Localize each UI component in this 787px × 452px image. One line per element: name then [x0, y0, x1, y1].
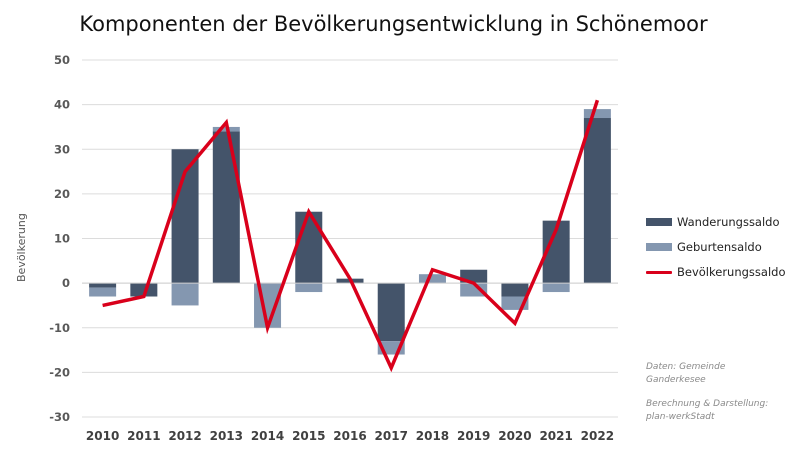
bar-geburtensaldo	[171, 283, 199, 306]
x-tick-label: 2021	[539, 429, 572, 443]
y-tick-label: -30	[49, 410, 70, 424]
legend-item-bevoelkerungssaldo: Bevölkerungssaldo	[646, 264, 786, 280]
legend: Wanderungssaldo Geburtensaldo Bevölkerun…	[646, 214, 786, 289]
bar-geburtensaldo	[583, 109, 611, 119]
bar-wanderungssaldo	[295, 211, 323, 284]
y-tick-label: 10	[54, 232, 70, 246]
y-tick-label: 40	[54, 98, 70, 112]
x-tick-label: 2020	[498, 429, 531, 443]
bar-geburtensaldo	[295, 283, 323, 293]
bar-wanderungssaldo	[583, 118, 611, 284]
x-tick-label: 2011	[127, 429, 160, 443]
bar-wanderungssaldo	[212, 131, 240, 284]
legend-item-geburtensaldo: Geburtensaldo	[646, 239, 786, 255]
y-tick-label: 0	[62, 276, 70, 290]
bar-geburtensaldo	[89, 287, 117, 297]
bar-geburtensaldo	[418, 274, 446, 284]
x-tick-label: 2012	[168, 429, 201, 443]
x-tick-label: 2022	[581, 429, 614, 443]
y-tick-label: 50	[54, 53, 70, 67]
x-tick-label: 2010	[86, 429, 119, 443]
x-tick-label: 2013	[210, 429, 243, 443]
bar-geburtensaldo	[460, 283, 488, 297]
y-tick-label: 30	[54, 142, 70, 156]
bar-wanderungssaldo	[130, 283, 158, 297]
bar-geburtensaldo	[542, 283, 570, 293]
x-tick-label: 2017	[375, 429, 408, 443]
legend-swatch-bevoelkerungssaldo	[646, 270, 672, 274]
x-tick-label: 2018	[416, 429, 449, 443]
legend-label-geburtensaldo: Geburtensaldo	[677, 240, 762, 254]
x-tick-label: 2015	[292, 429, 325, 443]
source-note: Daten: Gemeinde Ganderkesee	[646, 362, 726, 385]
x-tick-label: 2014	[251, 429, 284, 443]
x-tick-label: 2016	[333, 429, 366, 443]
legend-item-wanderungssaldo: Wanderungssaldo	[646, 214, 786, 230]
bar-wanderungssaldo	[89, 283, 117, 288]
legend-label-wanderungssaldo: Wanderungssaldo	[677, 215, 780, 229]
y-tick-label: 20	[54, 187, 70, 201]
bar-wanderungssaldo	[501, 283, 529, 297]
credit-note: Berechnung & Darstellung: plan-werkStadt	[646, 399, 769, 422]
x-tick-label: 2019	[457, 429, 490, 443]
legend-label-bevoelkerungssaldo: Bevölkerungssaldo	[677, 265, 786, 279]
legend-swatch-wanderungssaldo	[646, 218, 672, 226]
legend-swatch-geburtensaldo	[646, 243, 672, 251]
chart-title: Komponenten der Bevölkerungsentwicklung …	[79, 12, 708, 36]
line-bevoelkerungssaldo	[102, 99, 600, 373]
y-axis-label: Bevölkerung	[15, 213, 28, 282]
bar-wanderungssaldo	[377, 283, 405, 342]
y-tick-label: -20	[49, 365, 70, 379]
y-tick-label: -10	[49, 321, 70, 335]
